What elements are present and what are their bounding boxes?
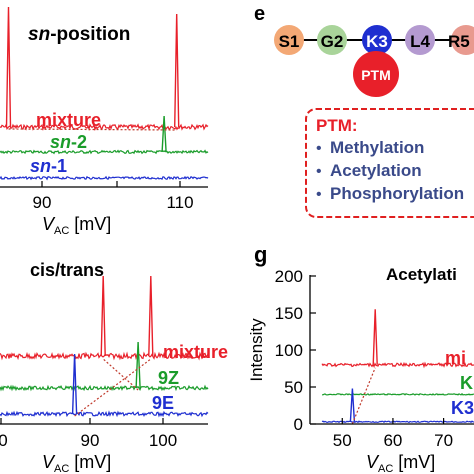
residue-label-g2: G2 [321,32,344,51]
x-tick-label-50: 50 [333,431,352,450]
series-trace-1 [0,149,209,155]
series-peak-0-1 [174,13,180,128]
series-trace-2 [321,420,474,424]
residue-label-k3: K3 [366,32,388,51]
series-peak-0-1 [148,275,154,357]
y-ticks-acetylation: 0 50 100 150 200 [275,267,316,434]
ptm-bubble [353,51,399,97]
series-label-sn-2: sn-2 [50,132,87,152]
traces-cis-trans [0,275,209,418]
x-ticks-acetylation: 50 60 70 [333,418,453,450]
panel-sn-position: sn-position 90 110 VAC [mV] mixture sn-2… [0,6,209,237]
ptm-bullet: • [316,163,322,180]
series-label-mixture: mixture [163,342,228,362]
panel-e: e S1 G2 K3 L4 R5 PTM PTM: • Methylation … [254,3,474,218]
ptm-item-acetylation: Acetylation [330,161,422,180]
x-tick-label-100: 100 [149,431,177,450]
series-label-sn-1: sn-1 [30,156,67,176]
series-trace-0 [0,351,209,361]
residue-label-l4: L4 [410,32,430,51]
x-axis-label-acetylation: VAC [mV] [366,452,435,474]
x-axis-label-sn-position: VAC [mV] [42,214,111,237]
panel-cis-trans: cis/trans 0 90 100 VAC [mV] mixture 9Z 9… [0,260,228,474]
residue-node-g2 [317,25,347,55]
x-tick-label-70: 70 [434,431,453,450]
residue-label-s1: S1 [279,32,300,51]
panel-letter-e: e [254,3,265,25]
x-tick-label-90: 90 [81,431,100,450]
ptm-item-phosphorylation: Phosphorylation [330,184,464,203]
series-label-mi: mi [445,348,466,368]
series-peak-1-0 [161,115,167,153]
panel-g: g Acetylati 0 50 100 150 200 50 60 70 Intensit… [247,242,474,474]
series-trace-0 [0,123,209,132]
series-label-9e: 9E [152,393,174,413]
y-tick-label-50: 50 [284,378,303,397]
series-peak-0-0 [372,309,378,365]
x-axis-label-cis-trans: VAC [mV] [42,452,111,474]
ptm-bubble-label: PTM [361,67,391,83]
series-label-k3: K3 [451,398,474,418]
panel-letter-g: g [254,242,267,267]
ptm-box-title: PTM: [316,116,358,135]
x-tick-label-90: 90 [33,193,52,212]
peak-shift-connector [8,128,177,131]
series-trace-2 [0,175,209,181]
panel-title-acetylation: Acetylati [386,265,457,284]
series-label-k: K [460,373,473,393]
x-tick-label-110: 110 [166,193,193,212]
series-label-mixture: mixture [36,110,101,130]
ptm-types-box [305,108,474,218]
peak-shift-connector [351,367,376,425]
x-tick-label-60: 60 [383,431,402,450]
ptm-item-methylation: Methylation [330,138,424,157]
residue-node-k3 [362,25,392,55]
traces-acetylation [321,309,474,425]
y-tick-label-200: 200 [275,267,303,286]
peak-shift-connector [102,358,139,391]
ptm-bullet: • [316,140,322,157]
traces-sn-position [0,6,209,181]
series-trace-0 [321,361,474,369]
series-peak-0-0 [5,6,12,128]
series-label-9z: 9Z [158,368,179,388]
series-peak-2-0 [71,353,78,415]
series-peak-2-0 [349,388,356,422]
residue-label-r5: R5 [448,32,470,51]
y-axis-label-intensity: Intensity [247,318,266,382]
series-trace-1 [322,392,474,396]
residue-node-r5 [451,25,474,55]
series-peak-1-0 [135,341,141,389]
y-tick-label-0: 0 [294,415,303,434]
series-trace-2 [0,410,209,418]
panel-title-cis-trans: cis/trans [30,260,104,280]
y-tick-label-150: 150 [275,304,303,323]
residue-node-s1 [274,25,304,55]
series-peak-0-0 [100,275,106,357]
x-tick-label-partial: 0 [0,431,8,450]
residue-node-l4 [405,25,435,55]
series-trace-1 [0,384,209,392]
panel-title-sn-position: sn-position [28,24,130,45]
ptm-bullet: • [316,186,322,203]
y-tick-label-100: 100 [275,341,303,360]
